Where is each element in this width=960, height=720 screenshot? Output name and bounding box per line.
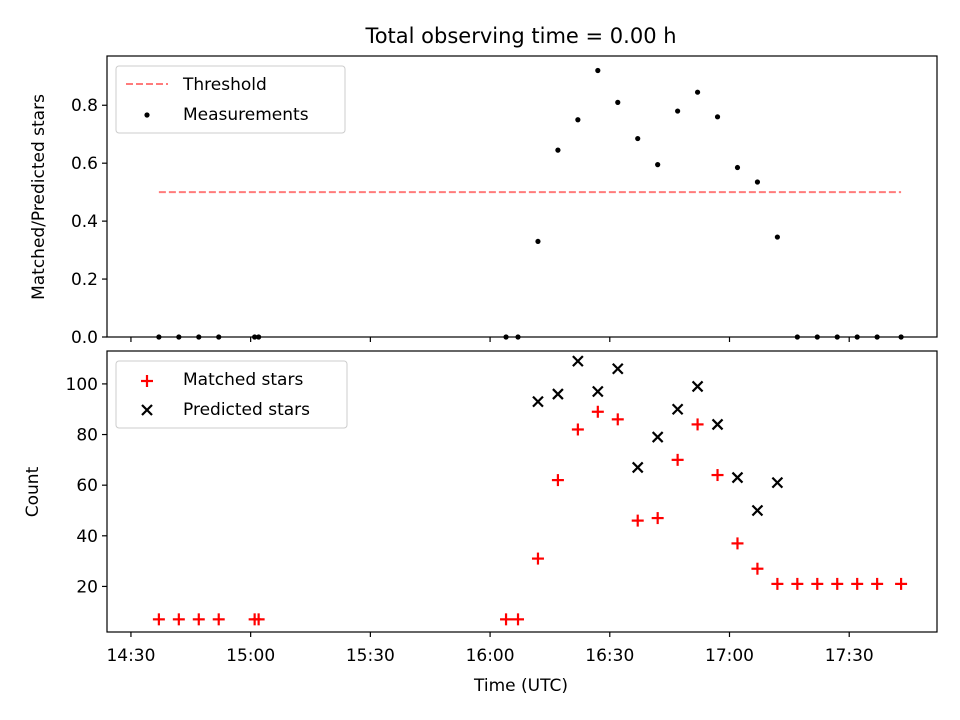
measurement-point xyxy=(635,135,641,142)
bottom-y-tick-label: 40 xyxy=(76,527,98,547)
matched-point xyxy=(711,469,724,482)
matched-point xyxy=(851,577,864,590)
predicted-point xyxy=(731,471,744,484)
predicted-point xyxy=(552,388,564,400)
matched-point xyxy=(152,613,165,626)
legend-matched-swatch xyxy=(141,375,153,387)
x-tick-label: 15:00 xyxy=(226,646,275,666)
matched-point xyxy=(651,512,664,525)
matched-point xyxy=(212,613,225,626)
bottom-y-tick-label: 20 xyxy=(76,577,98,597)
predicted-point xyxy=(671,403,684,416)
bottom-y-tick-label: 80 xyxy=(76,426,98,446)
predicted-point xyxy=(751,504,764,517)
predicted-point xyxy=(592,385,604,398)
matched-point xyxy=(811,577,824,590)
top-panel: 0.00.20.40.60.8 Matched/Predicted stars … xyxy=(29,55,938,348)
top-plot-frame xyxy=(106,55,938,338)
measurement-point xyxy=(734,164,741,171)
measurement-point xyxy=(555,147,561,153)
x-tick-label: 15:30 xyxy=(346,646,395,666)
bottom-legend: Matched stars Predicted stars xyxy=(115,360,348,429)
matched-point xyxy=(571,423,584,436)
top-y-tick-label: 0.8 xyxy=(71,96,98,116)
matched-point xyxy=(192,613,205,626)
bottom-y-tick-label: 100 xyxy=(66,375,98,395)
matched-point xyxy=(631,514,644,527)
bottom-plot-frame xyxy=(106,350,938,633)
legend-predicted-swatch xyxy=(141,404,153,416)
matched-point xyxy=(831,577,844,590)
top-y-tick-label: 0.4 xyxy=(71,212,98,232)
bottom-y-tick-label: 60 xyxy=(76,476,98,496)
predicted-point xyxy=(572,355,584,367)
measurement-point xyxy=(675,108,681,114)
matched-point xyxy=(551,474,564,487)
legend-threshold-label: Threshold xyxy=(182,75,267,95)
measurement-point xyxy=(694,89,701,95)
top-y-axis-label: Matched/Predicted stars xyxy=(29,94,49,300)
legend-measurements-swatch xyxy=(144,112,150,118)
predicted-point xyxy=(611,362,624,375)
matched-point xyxy=(731,537,744,550)
x-tick-label: 16:30 xyxy=(585,646,634,666)
matched-point xyxy=(172,613,185,626)
x-tick-label: 17:00 xyxy=(705,646,754,666)
top-legend: Threshold Measurements xyxy=(115,65,346,134)
measurement-point xyxy=(595,67,601,74)
matched-point xyxy=(591,405,604,418)
matched-point xyxy=(871,577,884,590)
bottom-legend-box xyxy=(115,360,348,429)
predicted-point xyxy=(631,461,644,474)
measurement-point xyxy=(615,99,621,105)
matched-point xyxy=(671,453,684,466)
legend-measurements-label: Measurements xyxy=(183,105,309,125)
x-tick-label: 14:30 xyxy=(106,646,155,666)
top-y-tick-label: 0.6 xyxy=(71,154,98,174)
matched-point xyxy=(531,552,544,565)
legend-predicted-label: Predicted stars xyxy=(183,400,310,420)
matched-point xyxy=(691,418,704,431)
x-tick-label: 16:00 xyxy=(466,646,515,666)
bottom-panel: 20 40 60 80 100 14:30 15:00 15:30 16:00 16:30 17:0… xyxy=(23,350,938,696)
measurement-point xyxy=(655,162,661,168)
matched-point xyxy=(771,577,784,590)
top-y-tick-label: 0.0 xyxy=(71,328,98,348)
x-tick-label: 17:30 xyxy=(825,646,874,666)
matched-point xyxy=(512,613,525,626)
predicted-point xyxy=(711,418,724,431)
predicted-point xyxy=(651,431,664,443)
measurement-point xyxy=(754,179,761,185)
matched-point xyxy=(500,613,513,626)
matched-point xyxy=(751,562,764,575)
predicted-point xyxy=(691,380,704,393)
x-axis-label: Time (UTC) xyxy=(473,676,568,696)
matched-point xyxy=(791,577,804,590)
matched-point xyxy=(895,577,908,590)
legend-matched-label: Matched stars xyxy=(183,370,303,390)
predicted-point xyxy=(771,476,784,489)
top-legend-box xyxy=(115,65,346,134)
predicted-point xyxy=(532,395,544,408)
measurement-point xyxy=(774,234,780,240)
measurement-point xyxy=(714,114,721,120)
measurement-point xyxy=(535,238,541,245)
measurement-point xyxy=(575,117,581,123)
matched-point xyxy=(611,413,624,426)
top-y-tick-label: 0.2 xyxy=(71,270,98,290)
chart-title: Total observing time = 0.00 h xyxy=(364,24,676,48)
bottom-y-axis-label: Count xyxy=(23,466,43,517)
matched-point xyxy=(252,613,265,626)
